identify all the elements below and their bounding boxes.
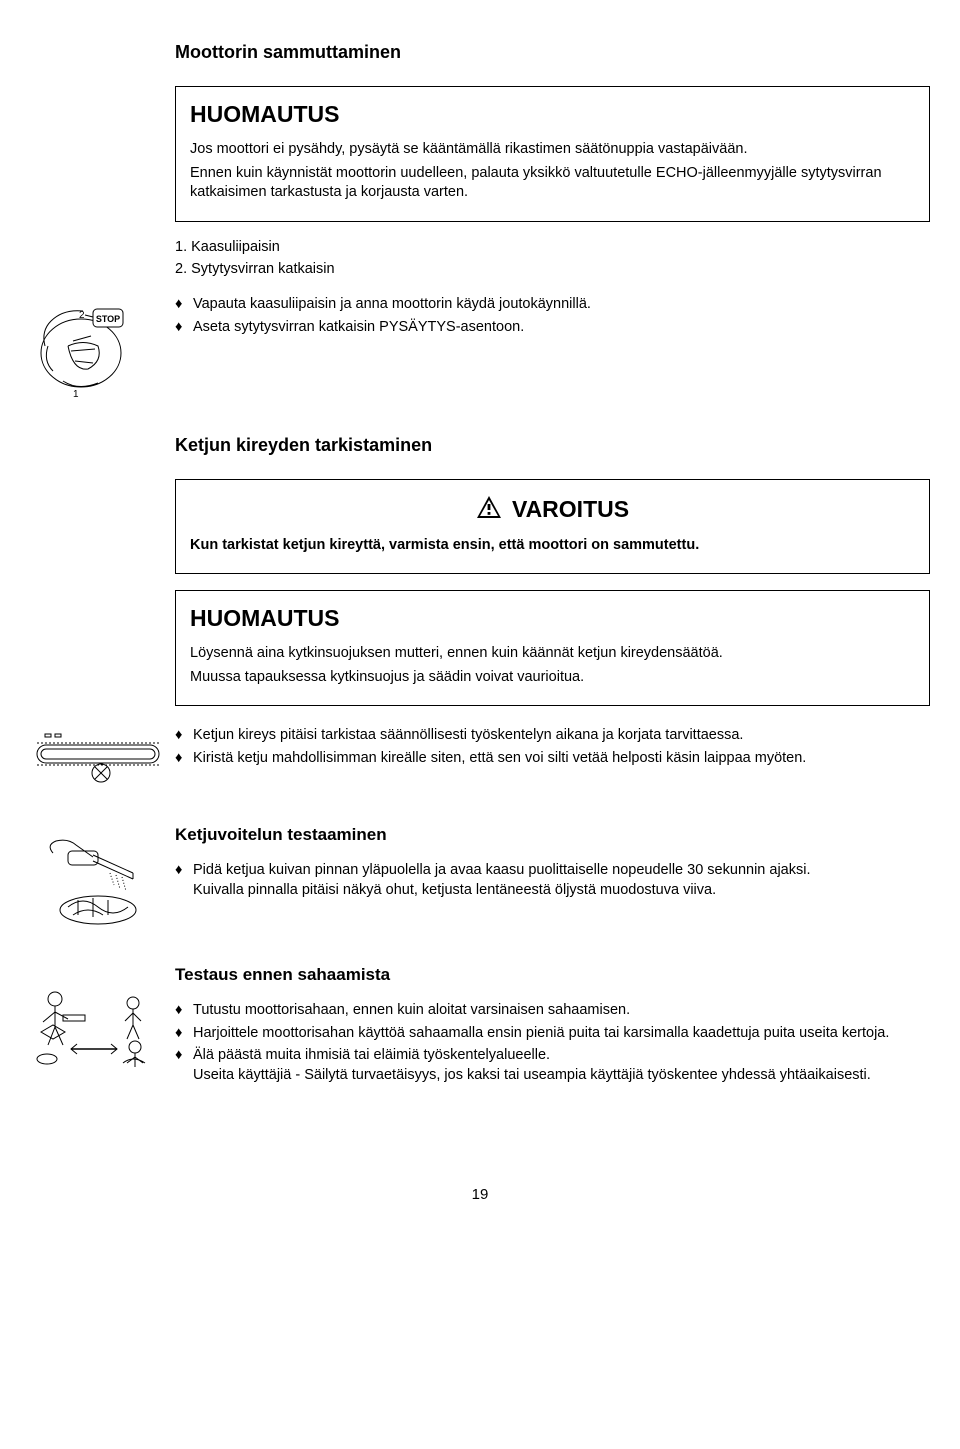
note-title-1: HUOMAUTUS	[190, 99, 915, 130]
numlist-item-1: 1. Kaasuliipaisin	[175, 238, 930, 258]
bullet-row: ♦ Älä päästä muita ihmisiä tai eläimiä t…	[175, 1046, 930, 1085]
bullet-text: Tutustu moottorisahaan, ennen kuin aloit…	[193, 1001, 930, 1021]
warning-label: VAROITUS	[512, 496, 629, 522]
bullet-row: ♦ Tutustu moottorisahaan, ennen kuin alo…	[175, 1001, 930, 1021]
bullet-text: Ketjun kireys pitäisi tarkistaa säännöll…	[193, 726, 930, 746]
bullet-text: Älä päästä muita ihmisiä tai eläimiä työ…	[193, 1046, 930, 1085]
bullet-text: Aseta sytytysvirran katkaisin PYSÄYTYS-a…	[193, 318, 930, 338]
diamond-icon: ♦	[175, 749, 193, 769]
note-box-2: HUOMAUTUS Löysennä aina kytkinsuojuksen …	[175, 590, 930, 706]
illustration-engine-switch: STOP 2 1	[30, 291, 165, 401]
heading-pre-cut-test: Testaus ennen sahaamista	[175, 964, 930, 987]
bullet-text: Harjoittele moottorisahan käyttöä sahaam…	[193, 1024, 930, 1044]
bullet-list-2: ♦ Ketjun kireys pitäisi tarkistaa säännö…	[175, 726, 930, 768]
svg-text:STOP: STOP	[95, 314, 119, 324]
note1-p2: Ennen kuin käynnistät moottorin uudellee…	[190, 164, 915, 203]
bullet-list-4: ♦ Tutustu moottorisahaan, ennen kuin alo…	[175, 1001, 930, 1085]
note2-p2: Muussa tapauksessa kytkinsuojus ja säädi…	[190, 668, 915, 688]
bullet-row: ♦ Pidä ketjua kuivan pinnan yläpuolella …	[175, 861, 930, 900]
numbered-list-1: 1. Kaasuliipaisin 2. Sytytysvirran katka…	[175, 238, 930, 279]
diamond-icon: ♦	[175, 726, 193, 746]
note-box-1: HUOMAUTUS Jos moottori ei pysähdy, pysäy…	[175, 86, 930, 222]
diamond-icon: ♦	[175, 1024, 193, 1044]
diamond-icon: ♦	[175, 295, 193, 315]
note-title-2: HUOMAUTUS	[190, 603, 915, 634]
heading-engine-stop: Moottorin sammuttaminen	[175, 40, 930, 64]
warning-text: Kun tarkistat ketjun kireyttä, varmista …	[190, 536, 915, 556]
note2-p1: Löysennä aina kytkinsuojuksen mutteri, e…	[190, 644, 915, 664]
bullet-text: Pidä ketjua kuivan pinnan yläpuolella ja…	[193, 861, 930, 900]
illustration-chain-oil	[30, 832, 165, 932]
page-number: 19	[30, 1185, 930, 1205]
heading-chain-lubrication: Ketjuvoitelun testaaminen	[175, 824, 930, 847]
warning-box: VAROITUS Kun tarkistat ketjun kireyttä, …	[175, 479, 930, 574]
diamond-icon: ♦	[175, 861, 193, 900]
warning-triangle-icon	[476, 495, 502, 526]
svg-text:1: 1	[73, 389, 79, 400]
bullet-list-1: ♦ Vapauta kaasuliipaisin ja anna moottor…	[175, 295, 930, 337]
bullet-text: Kiristä ketju mahdollisimman kireälle si…	[193, 749, 930, 769]
diamond-icon: ♦	[175, 318, 193, 338]
bullet-list-3: ♦ Pidä ketjua kuivan pinnan yläpuolella …	[175, 861, 930, 900]
note1-p1: Jos moottori ei pysähdy, pysäytä se kään…	[190, 140, 915, 160]
illustration-safety-distance	[30, 972, 165, 1082]
diamond-icon: ♦	[175, 1046, 193, 1085]
bullet-row: ♦ Vapauta kaasuliipaisin ja anna moottor…	[175, 295, 930, 315]
bullet-row: ♦ Harjoittele moottorisahan käyttöä saha…	[175, 1024, 930, 1044]
diamond-icon: ♦	[175, 1001, 193, 1021]
illustration-chain-bar	[30, 722, 165, 792]
bullet-text: Vapauta kaasuliipaisin ja anna moottorin…	[193, 295, 930, 315]
bullet-row: ♦ Ketjun kireys pitäisi tarkistaa säännö…	[175, 726, 930, 746]
bullet-row: ♦ Aseta sytytysvirran katkaisin PYSÄYTYS…	[175, 318, 930, 338]
numlist-item-2: 2. Sytytysvirran katkaisin	[175, 260, 930, 280]
bullet-row: ♦ Kiristä ketju mahdollisimman kireälle …	[175, 749, 930, 769]
svg-text:2: 2	[79, 310, 85, 321]
heading-chain-tension: Ketjun kireyden tarkistaminen	[175, 433, 930, 457]
